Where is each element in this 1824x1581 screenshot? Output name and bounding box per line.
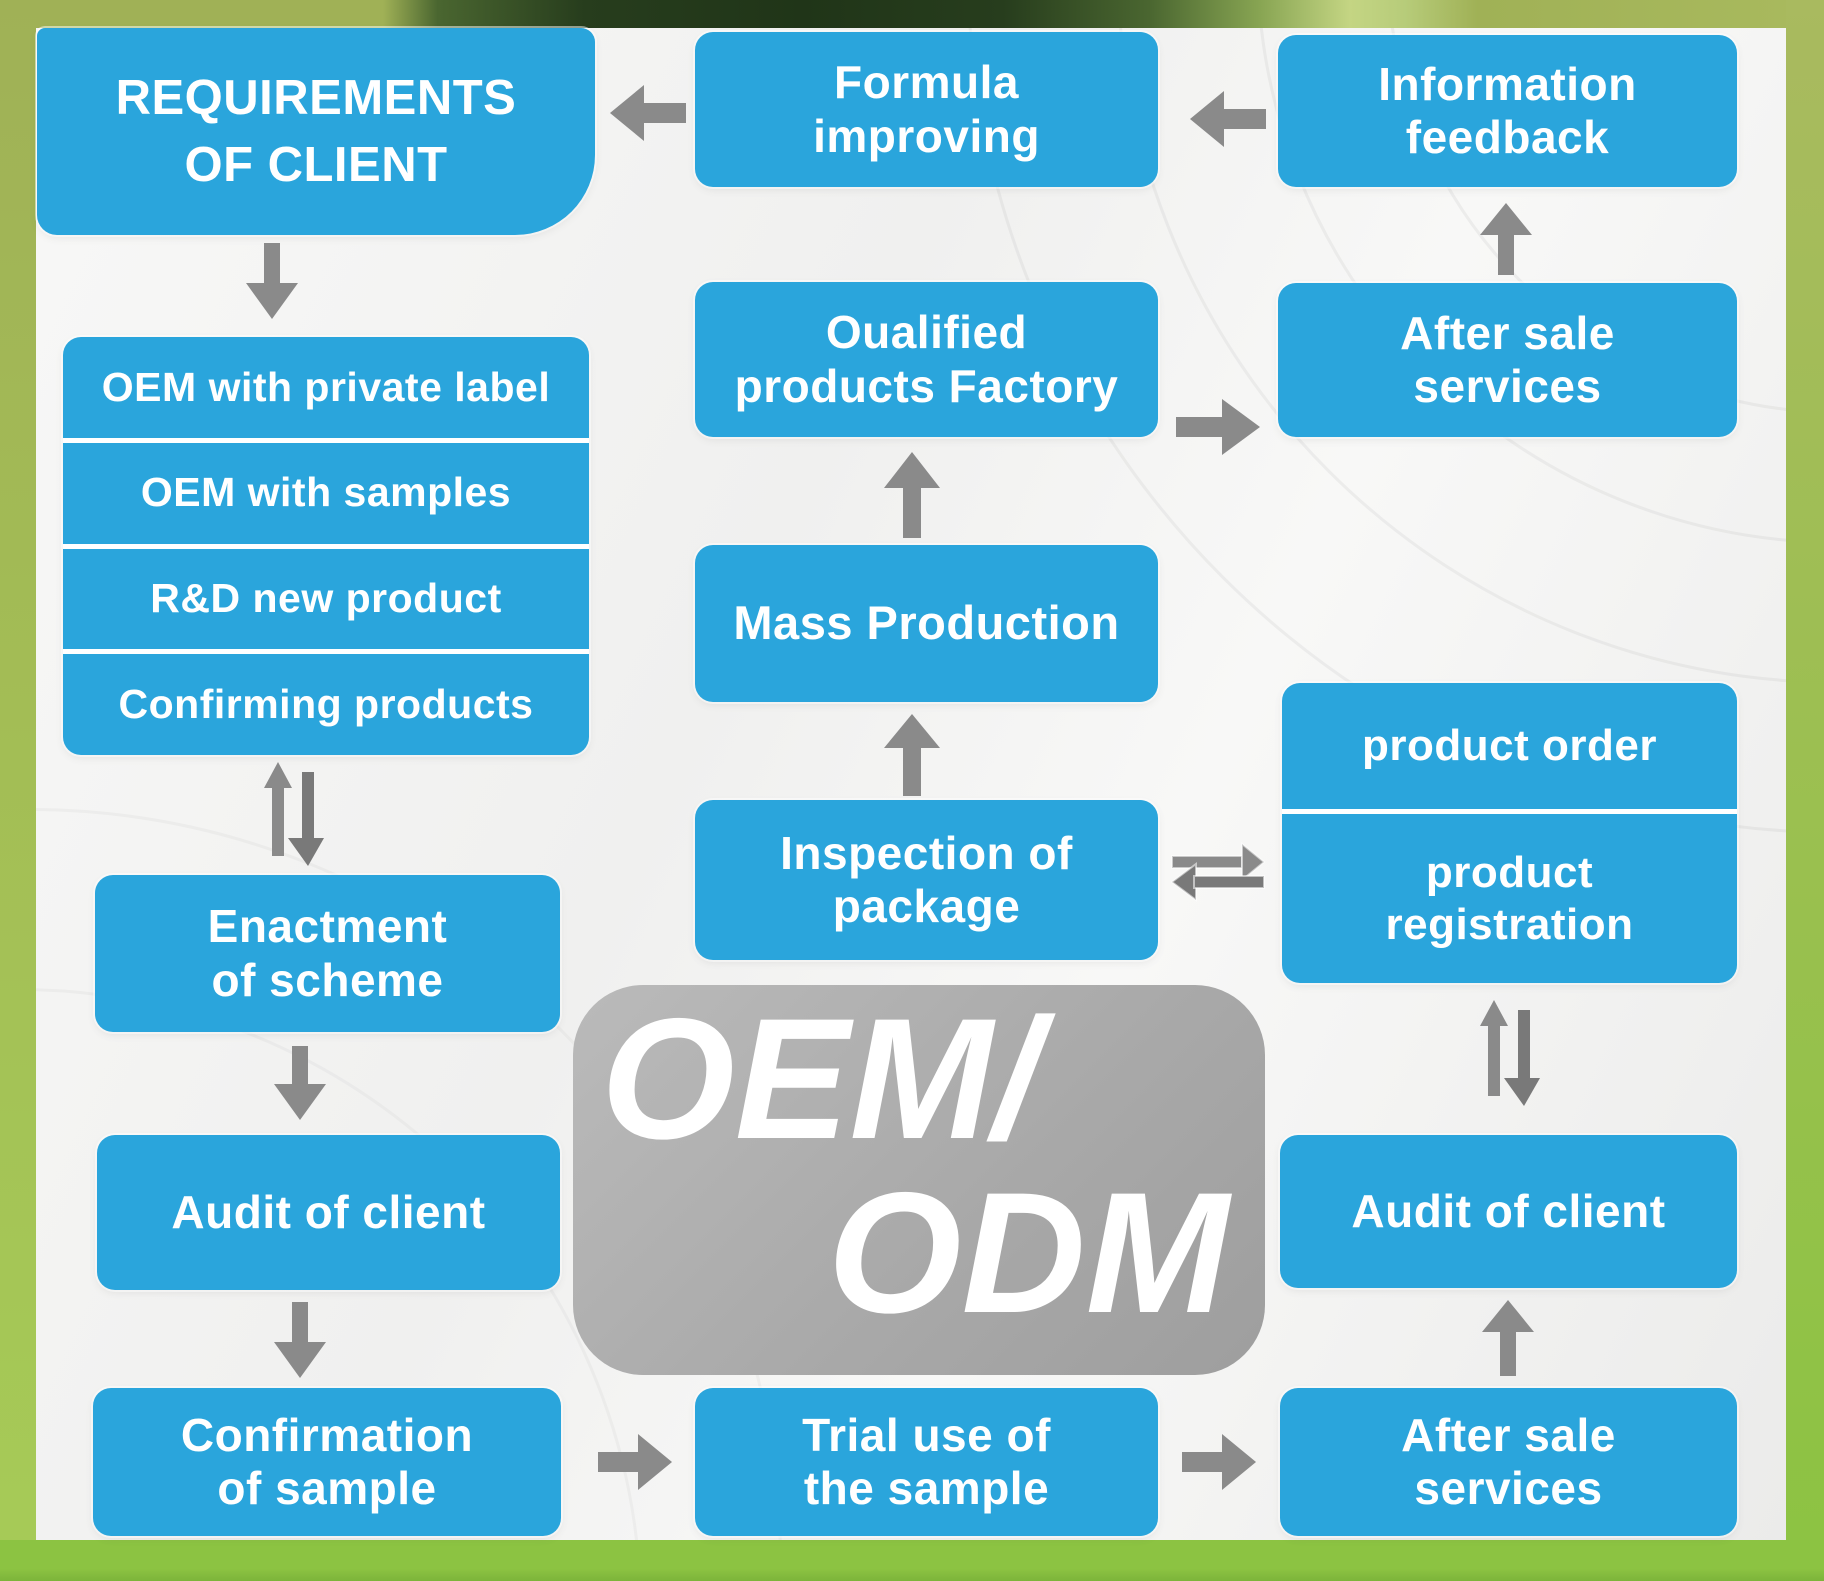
badge-label: OEM/ (601, 985, 1041, 1175)
double-vertical-arrow-icon (1478, 998, 1542, 1108)
node-label: OEM with samples (140, 469, 512, 516)
node-label: the sample (803, 1462, 1050, 1514)
node-label: Mass Production (733, 596, 1120, 650)
arrow-up-icon (1478, 203, 1534, 275)
swap-horizontal-arrow-icon (1170, 840, 1266, 904)
node-label: registration (1385, 899, 1634, 949)
arrow-up-icon (1480, 1300, 1536, 1376)
top-border-photo-strip (0, 0, 1824, 30)
node-label: Confirmation (180, 1408, 474, 1461)
node-requirements-of-client: REQUIREMENTS OF CLIENT (37, 28, 595, 235)
node-client-options-list: OEM with private label OEM with samples … (63, 337, 589, 755)
node-label: improving (813, 109, 1040, 162)
node-audit-of-client-right: Audit of client (1280, 1135, 1737, 1288)
double-vertical-arrow-icon (262, 762, 326, 868)
list-item: OEM with private label (63, 337, 589, 438)
list-item: R&D new product (63, 543, 589, 650)
node-after-sale-services-top: After sale services (1278, 283, 1737, 437)
node-label: products Factory (734, 359, 1119, 412)
node-label: package (832, 880, 1021, 932)
node-inspection-of-package: Inspection of package (695, 800, 1158, 960)
node-label: Formula (834, 56, 1019, 109)
node-label: of sample (217, 1462, 437, 1514)
node-label: Inspection of (780, 826, 1073, 879)
arrow-down-icon (268, 1046, 332, 1122)
node-label: Enactment (207, 900, 448, 953)
left-border (0, 0, 36, 1581)
node-label: OF CLIENT (184, 137, 448, 192)
node-audit-of-client-left: Audit of client (97, 1135, 560, 1290)
arrow-left-icon (608, 82, 688, 144)
arrow-right-icon (598, 1432, 674, 1492)
arrow-up-icon (882, 452, 942, 538)
arrow-down-icon (268, 1302, 332, 1380)
node-after-sale-services-bottom: After sale services (1280, 1388, 1737, 1536)
list-item: Confirming products (63, 649, 589, 755)
list-item: product order (1282, 683, 1737, 809)
list-item: product registration (1282, 809, 1737, 983)
node-label: REQUIREMENTS (115, 71, 517, 126)
node-label: Information (1378, 57, 1637, 110)
arrow-up-icon (882, 714, 942, 796)
node-label: OEM with private label (101, 363, 551, 410)
arrow-left-icon (1188, 88, 1268, 150)
node-label: of scheme (211, 953, 444, 1006)
oem-odm-center-badge: OEM/ ODM (573, 985, 1265, 1375)
node-label: Oualified (825, 306, 1028, 359)
node-trial-use-of-the-sample: Trial use of the sample (695, 1388, 1158, 1536)
node-product-order-registration: product order product registration (1282, 683, 1737, 983)
node-label: services (1414, 1462, 1603, 1514)
node-label: product (1425, 848, 1594, 898)
arrow-right-icon (1182, 1432, 1258, 1492)
list-item: OEM with samples (63, 437, 589, 544)
node-information-feedback: Information feedback (1278, 35, 1737, 187)
node-enactment-of-scheme: Enactment of scheme (95, 875, 560, 1032)
bottom-border (0, 1540, 1824, 1581)
node-qualified-products-factory: Oualified products Factory (695, 282, 1158, 437)
badge-label: ODM (827, 1157, 1229, 1349)
node-label: Trial use of (802, 1408, 1051, 1461)
node-label: Audit of client (171, 1185, 486, 1238)
node-label: services (1413, 360, 1602, 412)
node-label: After sale (1400, 306, 1615, 359)
node-confirmation-of-sample: Confirmation of sample (93, 1388, 561, 1536)
node-formula-improving: Formula improving (695, 32, 1158, 187)
node-mass-production: Mass Production (695, 545, 1158, 702)
node-label: Audit of client (1351, 1184, 1666, 1237)
node-label: feedback (1405, 111, 1610, 163)
right-border (1786, 0, 1824, 1581)
node-label: After sale (1401, 1408, 1616, 1461)
node-label: R&D new product (150, 575, 502, 622)
node-label: product order (1362, 721, 1657, 771)
arrow-down-icon (240, 243, 304, 321)
node-label: Confirming products (118, 680, 534, 727)
arrow-right-icon (1174, 396, 1262, 458)
